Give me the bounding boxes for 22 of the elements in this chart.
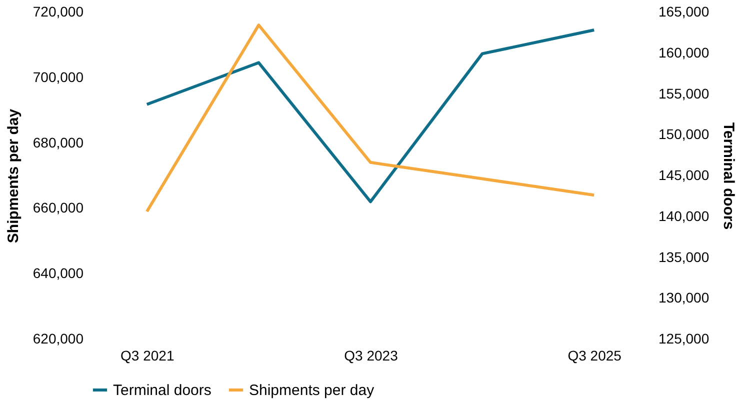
y2-tick-label: 160,000: [658, 44, 710, 60]
x-tick-label: Q3 2023: [344, 348, 398, 364]
y2-tick-label: 140,000: [658, 208, 710, 224]
y2-tick-label: 130,000: [658, 290, 710, 306]
y-tick-label: 620,000: [32, 330, 84, 346]
y2-tick-label: 135,000: [658, 248, 710, 265]
y-axis-title: Shipments per day: [4, 108, 22, 244]
y2-axis-title: Terminal doors: [720, 122, 738, 230]
y2-tick-label: 155,000: [658, 85, 710, 102]
y2-tick-label: 125,000: [658, 330, 710, 346]
y-tick-label: 680,000: [32, 134, 84, 150]
x-tick-label: Q3 2025: [568, 348, 622, 364]
legend-label: Shipments per day: [249, 382, 375, 399]
y-tick-label: 660,000: [32, 200, 84, 216]
x-tick-label: Q3 2021: [120, 348, 174, 364]
y-tick-label: 640,000: [32, 265, 84, 282]
legend-label: Terminal doors: [113, 382, 212, 399]
y-tick-label: 700,000: [32, 68, 84, 85]
y-tick-label: 720,000: [32, 4, 84, 20]
y2-tick-label: 165,000: [658, 4, 710, 20]
y2-tick-label: 150,000: [658, 126, 710, 142]
y2-tick-label: 145,000: [658, 167, 710, 183]
